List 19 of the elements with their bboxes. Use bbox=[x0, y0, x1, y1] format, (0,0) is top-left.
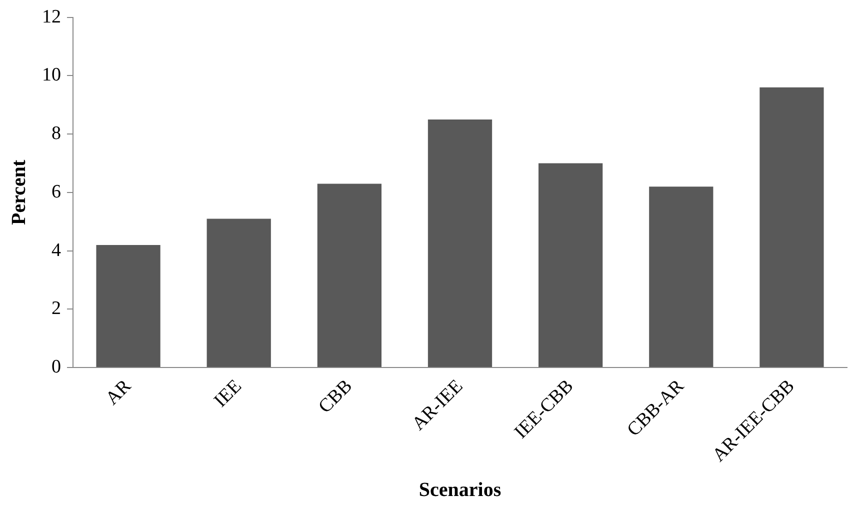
y-tick-label: 10 bbox=[42, 64, 61, 86]
bar bbox=[96, 244, 160, 367]
y-axis-title: Percent bbox=[8, 160, 30, 226]
x-tick-label: IEE bbox=[210, 376, 246, 412]
y-tick-label: 12 bbox=[42, 6, 61, 28]
bar bbox=[538, 163, 603, 367]
y-tick-label: 4 bbox=[52, 240, 62, 261]
bar bbox=[317, 184, 382, 367]
y-tick-label: 8 bbox=[52, 123, 61, 144]
bar bbox=[206, 218, 271, 367]
x-tick-label: AR bbox=[102, 376, 136, 410]
y-tick-label: 6 bbox=[52, 181, 61, 202]
x-tick-label: CBB bbox=[314, 376, 356, 418]
bar bbox=[428, 120, 492, 367]
bar bbox=[649, 186, 714, 367]
x-axis-title: Scenarios bbox=[418, 479, 502, 502]
y-tick-label: 2 bbox=[52, 298, 61, 320]
bar bbox=[760, 87, 824, 367]
y-tick-label: 0 bbox=[52, 356, 61, 378]
